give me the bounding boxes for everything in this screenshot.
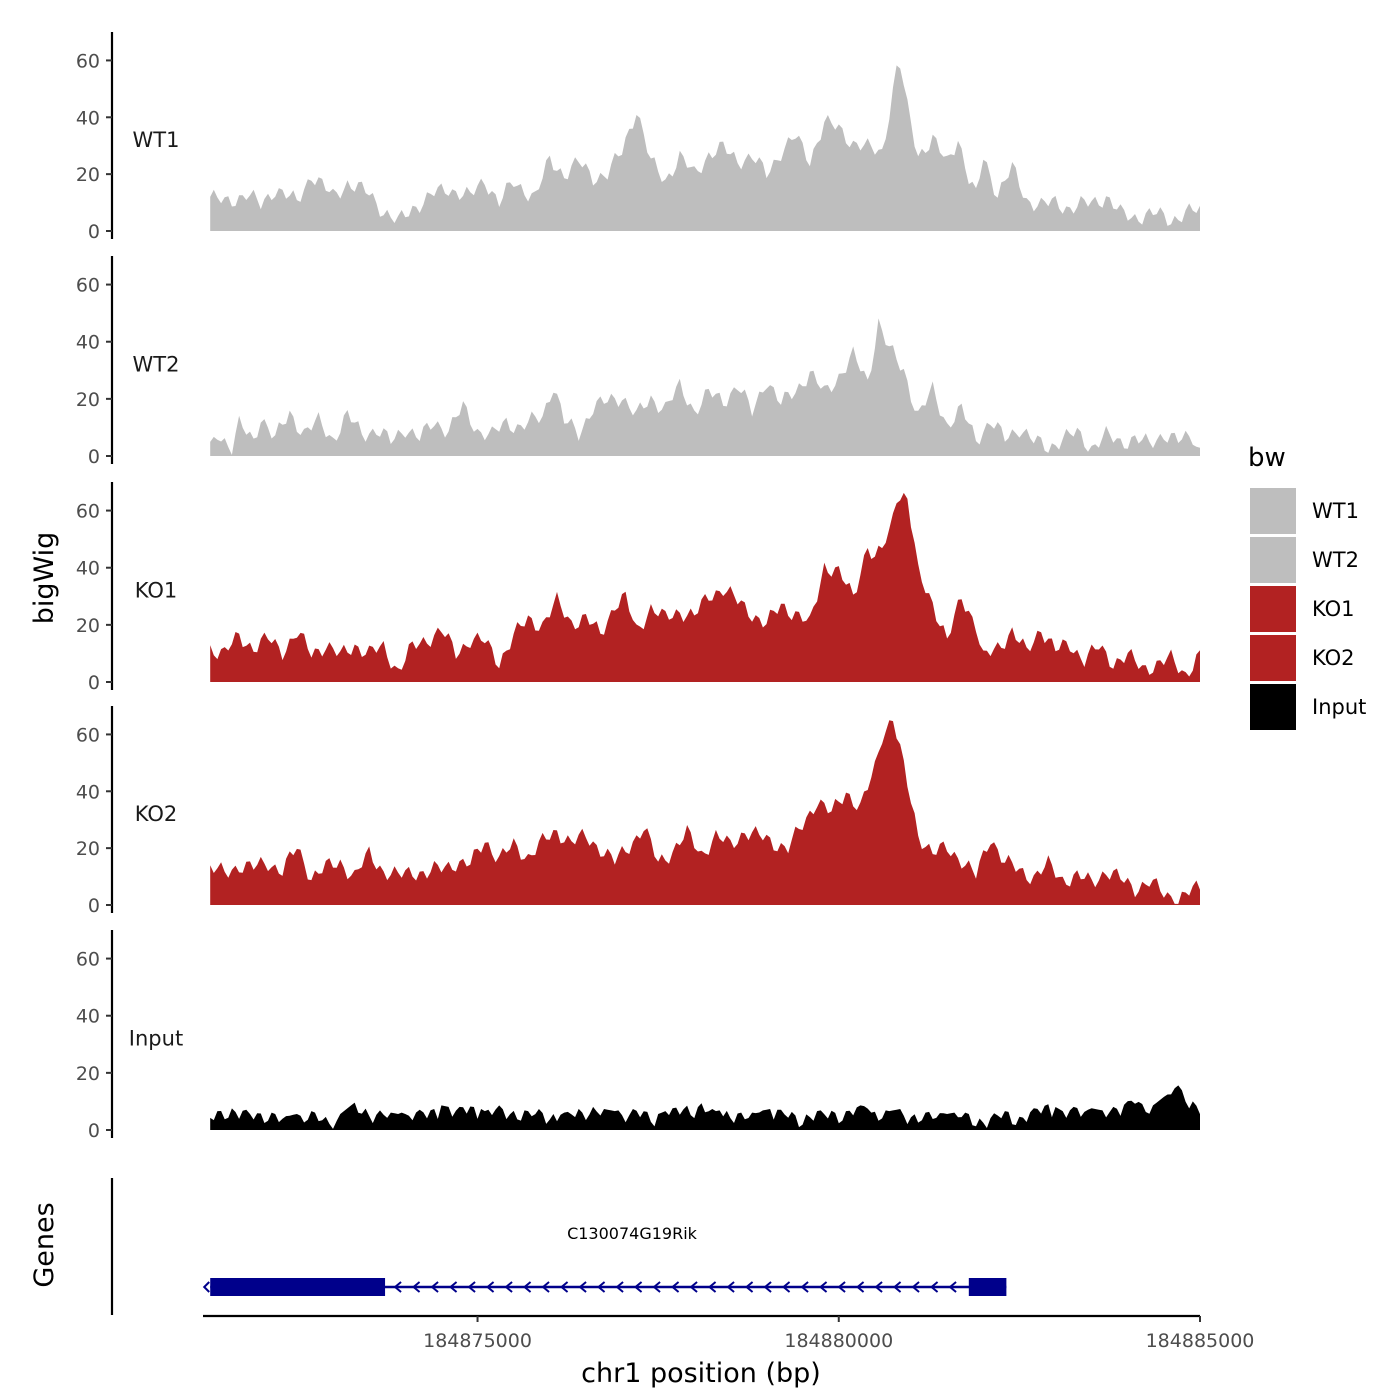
strand-arrow <box>837 1281 846 1293</box>
y-axis-title: bigWig <box>29 532 60 625</box>
strand-arrow <box>929 1281 939 1293</box>
y-tick-label: 0 <box>88 895 100 917</box>
legend-swatch-ko1 <box>1250 586 1296 632</box>
y-tick-label: 20 <box>76 389 100 411</box>
y-tick-label: 60 <box>76 275 100 297</box>
legend-swatch-ko2 <box>1250 635 1296 681</box>
track-label: KO1 <box>135 579 178 603</box>
track-label: Input <box>129 1027 183 1051</box>
strand-arrow <box>744 1281 754 1293</box>
gene-name-label: C130074G19Rik <box>567 1224 698 1243</box>
strand-arrow <box>430 1281 439 1293</box>
strand-arrow <box>411 1281 421 1293</box>
strand-arrow <box>726 1281 735 1293</box>
x-axis: 184875000 184880000 184885000 <box>203 1314 1255 1352</box>
y-tick-label: 20 <box>76 838 100 860</box>
strand-arrow <box>818 1281 828 1293</box>
y-tick-label: 60 <box>76 724 100 746</box>
x-tick-label: 184880000 <box>784 1330 893 1352</box>
y-tick-label: 40 <box>76 781 100 803</box>
legend-label-ko2: KO2 <box>1312 646 1355 670</box>
strand-arrow <box>855 1281 865 1293</box>
strand-arrow <box>541 1281 550 1293</box>
track-ko1: 0 20 40 60 KO1 <box>76 482 1200 694</box>
strand-arrow <box>652 1281 661 1293</box>
strand-arrow <box>633 1281 643 1293</box>
x-tick-label: 184885000 <box>1146 1330 1255 1352</box>
track-wt1: 0 20 40 60 WT1 <box>76 32 1200 243</box>
coverage-area-ko2 <box>210 720 1200 905</box>
track-wt2: 0 20 40 60 WT2 <box>76 256 1200 468</box>
x-tick-label: 184875000 <box>423 1330 532 1352</box>
y-tick-label: 40 <box>76 107 100 129</box>
strand-arrow <box>578 1281 587 1293</box>
y-tick-label: 40 <box>76 558 100 580</box>
y-tick-label: 40 <box>76 332 100 354</box>
y-tick-label: 20 <box>76 1063 100 1085</box>
track-label: KO2 <box>135 802 178 826</box>
strand-arrow <box>781 1281 791 1293</box>
y-tick-label: 20 <box>76 615 100 637</box>
legend-label-wt1: WT1 <box>1312 499 1359 523</box>
y-tick-label: 0 <box>88 1120 100 1142</box>
legend-label-wt2: WT2 <box>1312 548 1359 572</box>
strand-arrow <box>202 1281 210 1293</box>
coverage-area-wt2 <box>210 318 1200 456</box>
y-tick-label: 60 <box>76 949 100 971</box>
strand-arrow <box>911 1281 920 1293</box>
coverage-tracks: 0 20 40 60 WT1 0 20 40 60 WT2 0 20 40 60 KO1 0 20 40 60 KO2… <box>76 32 1200 1142</box>
y-tick-label: 60 <box>76 50 100 72</box>
strand-arrow <box>504 1281 513 1293</box>
genes-track-title: Genes <box>29 1202 60 1287</box>
track-input: 0 20 40 60 Input <box>76 930 1200 1142</box>
legend-swatch-input <box>1250 684 1296 730</box>
y-tick-label: 60 <box>76 501 100 523</box>
track-ko2: 0 20 40 60 KO2 <box>76 706 1200 917</box>
strand-arrow <box>689 1281 698 1293</box>
strand-arrow <box>559 1281 569 1293</box>
legend-swatch-wt2 <box>1250 537 1296 583</box>
gene-exon <box>210 1278 386 1296</box>
track-label: WT2 <box>133 353 180 377</box>
y-tick-label: 20 <box>76 164 100 186</box>
coverage-area-wt1 <box>210 65 1200 232</box>
strand-arrow <box>615 1281 624 1293</box>
strand-arrow <box>707 1281 717 1293</box>
strand-arrow <box>467 1281 476 1293</box>
legend-title: bw <box>1248 443 1286 473</box>
strand-arrow <box>763 1281 772 1293</box>
y-tick-label: 0 <box>88 446 100 468</box>
legend: bw WT1 WT2 KO1 KO2 Input <box>1248 443 1366 730</box>
track-label: WT1 <box>133 128 180 152</box>
genes-track: Genes C130074G19Rik <box>29 1178 1007 1315</box>
strand-arrow <box>948 1281 957 1293</box>
legend-swatch-wt1 <box>1250 488 1296 534</box>
y-tick-label: 40 <box>76 1006 100 1028</box>
coverage-area-input <box>210 1085 1200 1130</box>
strand-arrow <box>892 1281 902 1293</box>
coverage-area-ko1 <box>210 492 1200 682</box>
strand-arrow <box>800 1281 809 1293</box>
strand-arrow <box>670 1281 680 1293</box>
x-axis-title: chr1 position (bp) <box>581 1358 821 1389</box>
legend-label-input: Input <box>1312 695 1366 719</box>
strand-arrow <box>393 1281 402 1293</box>
gene-exon <box>968 1278 1007 1296</box>
legend-label-ko1: KO1 <box>1312 597 1355 621</box>
strand-arrow <box>485 1281 495 1293</box>
y-tick-label: 0 <box>88 221 100 243</box>
strand-arrow <box>448 1281 458 1293</box>
y-tick-label: 0 <box>88 672 100 694</box>
strand-arrow <box>522 1281 532 1293</box>
strand-arrow <box>874 1281 883 1293</box>
strand-arrow <box>596 1281 606 1293</box>
gene-model <box>202 1278 1007 1296</box>
